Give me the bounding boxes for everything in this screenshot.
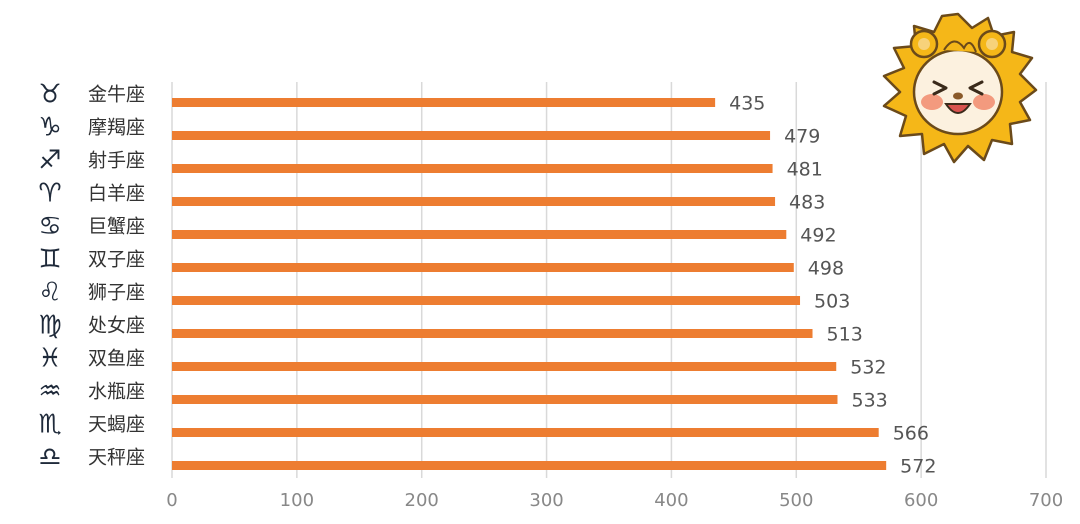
bar bbox=[172, 98, 716, 107]
bar bbox=[172, 428, 879, 437]
value-label: 492 bbox=[800, 225, 836, 247]
x-tick-label: 600 bbox=[904, 490, 938, 511]
category-label: 天秤座 bbox=[88, 447, 145, 469]
zodiac-symbol-icon: ♎ bbox=[38, 443, 61, 473]
value-label: 481 bbox=[787, 159, 823, 181]
grid-lines bbox=[171, 82, 1047, 478]
value-label: 435 bbox=[729, 93, 765, 115]
x-tick-label: 700 bbox=[1029, 490, 1063, 511]
category-label: 双鱼座 bbox=[88, 348, 145, 370]
value-label: 513 bbox=[827, 324, 863, 346]
zodiac-symbol-icon: ♉ bbox=[38, 80, 61, 110]
value-label: 479 bbox=[784, 126, 820, 148]
bar bbox=[172, 230, 787, 239]
category-label: 水瓶座 bbox=[88, 381, 145, 403]
value-label: 498 bbox=[808, 258, 844, 280]
value-label: 533 bbox=[851, 390, 887, 412]
zodiac-symbol-icon: ♊ bbox=[38, 245, 61, 275]
x-tick-label: 400 bbox=[654, 490, 688, 511]
bar bbox=[172, 329, 813, 338]
zodiac-symbol-icon: ♓ bbox=[38, 344, 61, 374]
zodiac-symbol-icon: ♐ bbox=[38, 146, 61, 176]
value-label: 572 bbox=[900, 456, 936, 478]
bar bbox=[172, 296, 801, 305]
category-label: 处女座 bbox=[88, 315, 145, 337]
category-label: 天蝎座 bbox=[88, 414, 145, 436]
value-labels: 435 479 481 483 492 498 503 513 532 533 566 572 bbox=[729, 93, 936, 478]
value-label: 566 bbox=[893, 423, 929, 445]
zodiac-symbols: ♉♑♐♈♋♊♌♍♓♒♏♎ bbox=[38, 80, 61, 473]
bar bbox=[172, 362, 837, 371]
category-label: 巨蟹座 bbox=[88, 216, 145, 238]
x-tick-label: 100 bbox=[280, 490, 314, 511]
zodiac-symbol-icon: ♈ bbox=[38, 179, 61, 209]
zodiac-symbol-icon: ♏ bbox=[38, 410, 61, 440]
lion-mascot-icon bbox=[882, 12, 1038, 164]
x-tick-labels: 0 100 200 300 400 500 600 700 bbox=[166, 490, 1063, 511]
zodiac-symbol-icon: ♒ bbox=[38, 377, 61, 407]
bar bbox=[172, 197, 776, 206]
zodiac-symbol-icon: ♌ bbox=[38, 278, 61, 308]
x-tick-label: 200 bbox=[405, 490, 439, 511]
zodiac-symbol-icon: ♋ bbox=[38, 212, 61, 242]
bar bbox=[172, 461, 887, 470]
zodiac-symbol-icon: ♍ bbox=[38, 311, 61, 341]
x-tick-label: 300 bbox=[529, 490, 563, 511]
x-tick-label: 0 bbox=[166, 490, 177, 511]
bar bbox=[172, 395, 838, 404]
value-label: 483 bbox=[789, 192, 825, 214]
bars bbox=[172, 98, 887, 470]
bar bbox=[172, 263, 794, 272]
bar bbox=[172, 164, 773, 173]
category-label: 金牛座 bbox=[88, 84, 145, 106]
category-label: 射手座 bbox=[88, 150, 145, 172]
category-label: 狮子座 bbox=[88, 282, 145, 304]
value-label: 532 bbox=[850, 357, 886, 379]
x-tick-label: 500 bbox=[779, 490, 813, 511]
value-label: 503 bbox=[814, 291, 850, 313]
category-label: 摩羯座 bbox=[88, 117, 145, 139]
zodiac-symbol-icon: ♑ bbox=[38, 113, 61, 143]
bar bbox=[172, 131, 771, 140]
category-label: 双子座 bbox=[88, 249, 145, 271]
category-label: 白羊座 bbox=[88, 183, 145, 205]
